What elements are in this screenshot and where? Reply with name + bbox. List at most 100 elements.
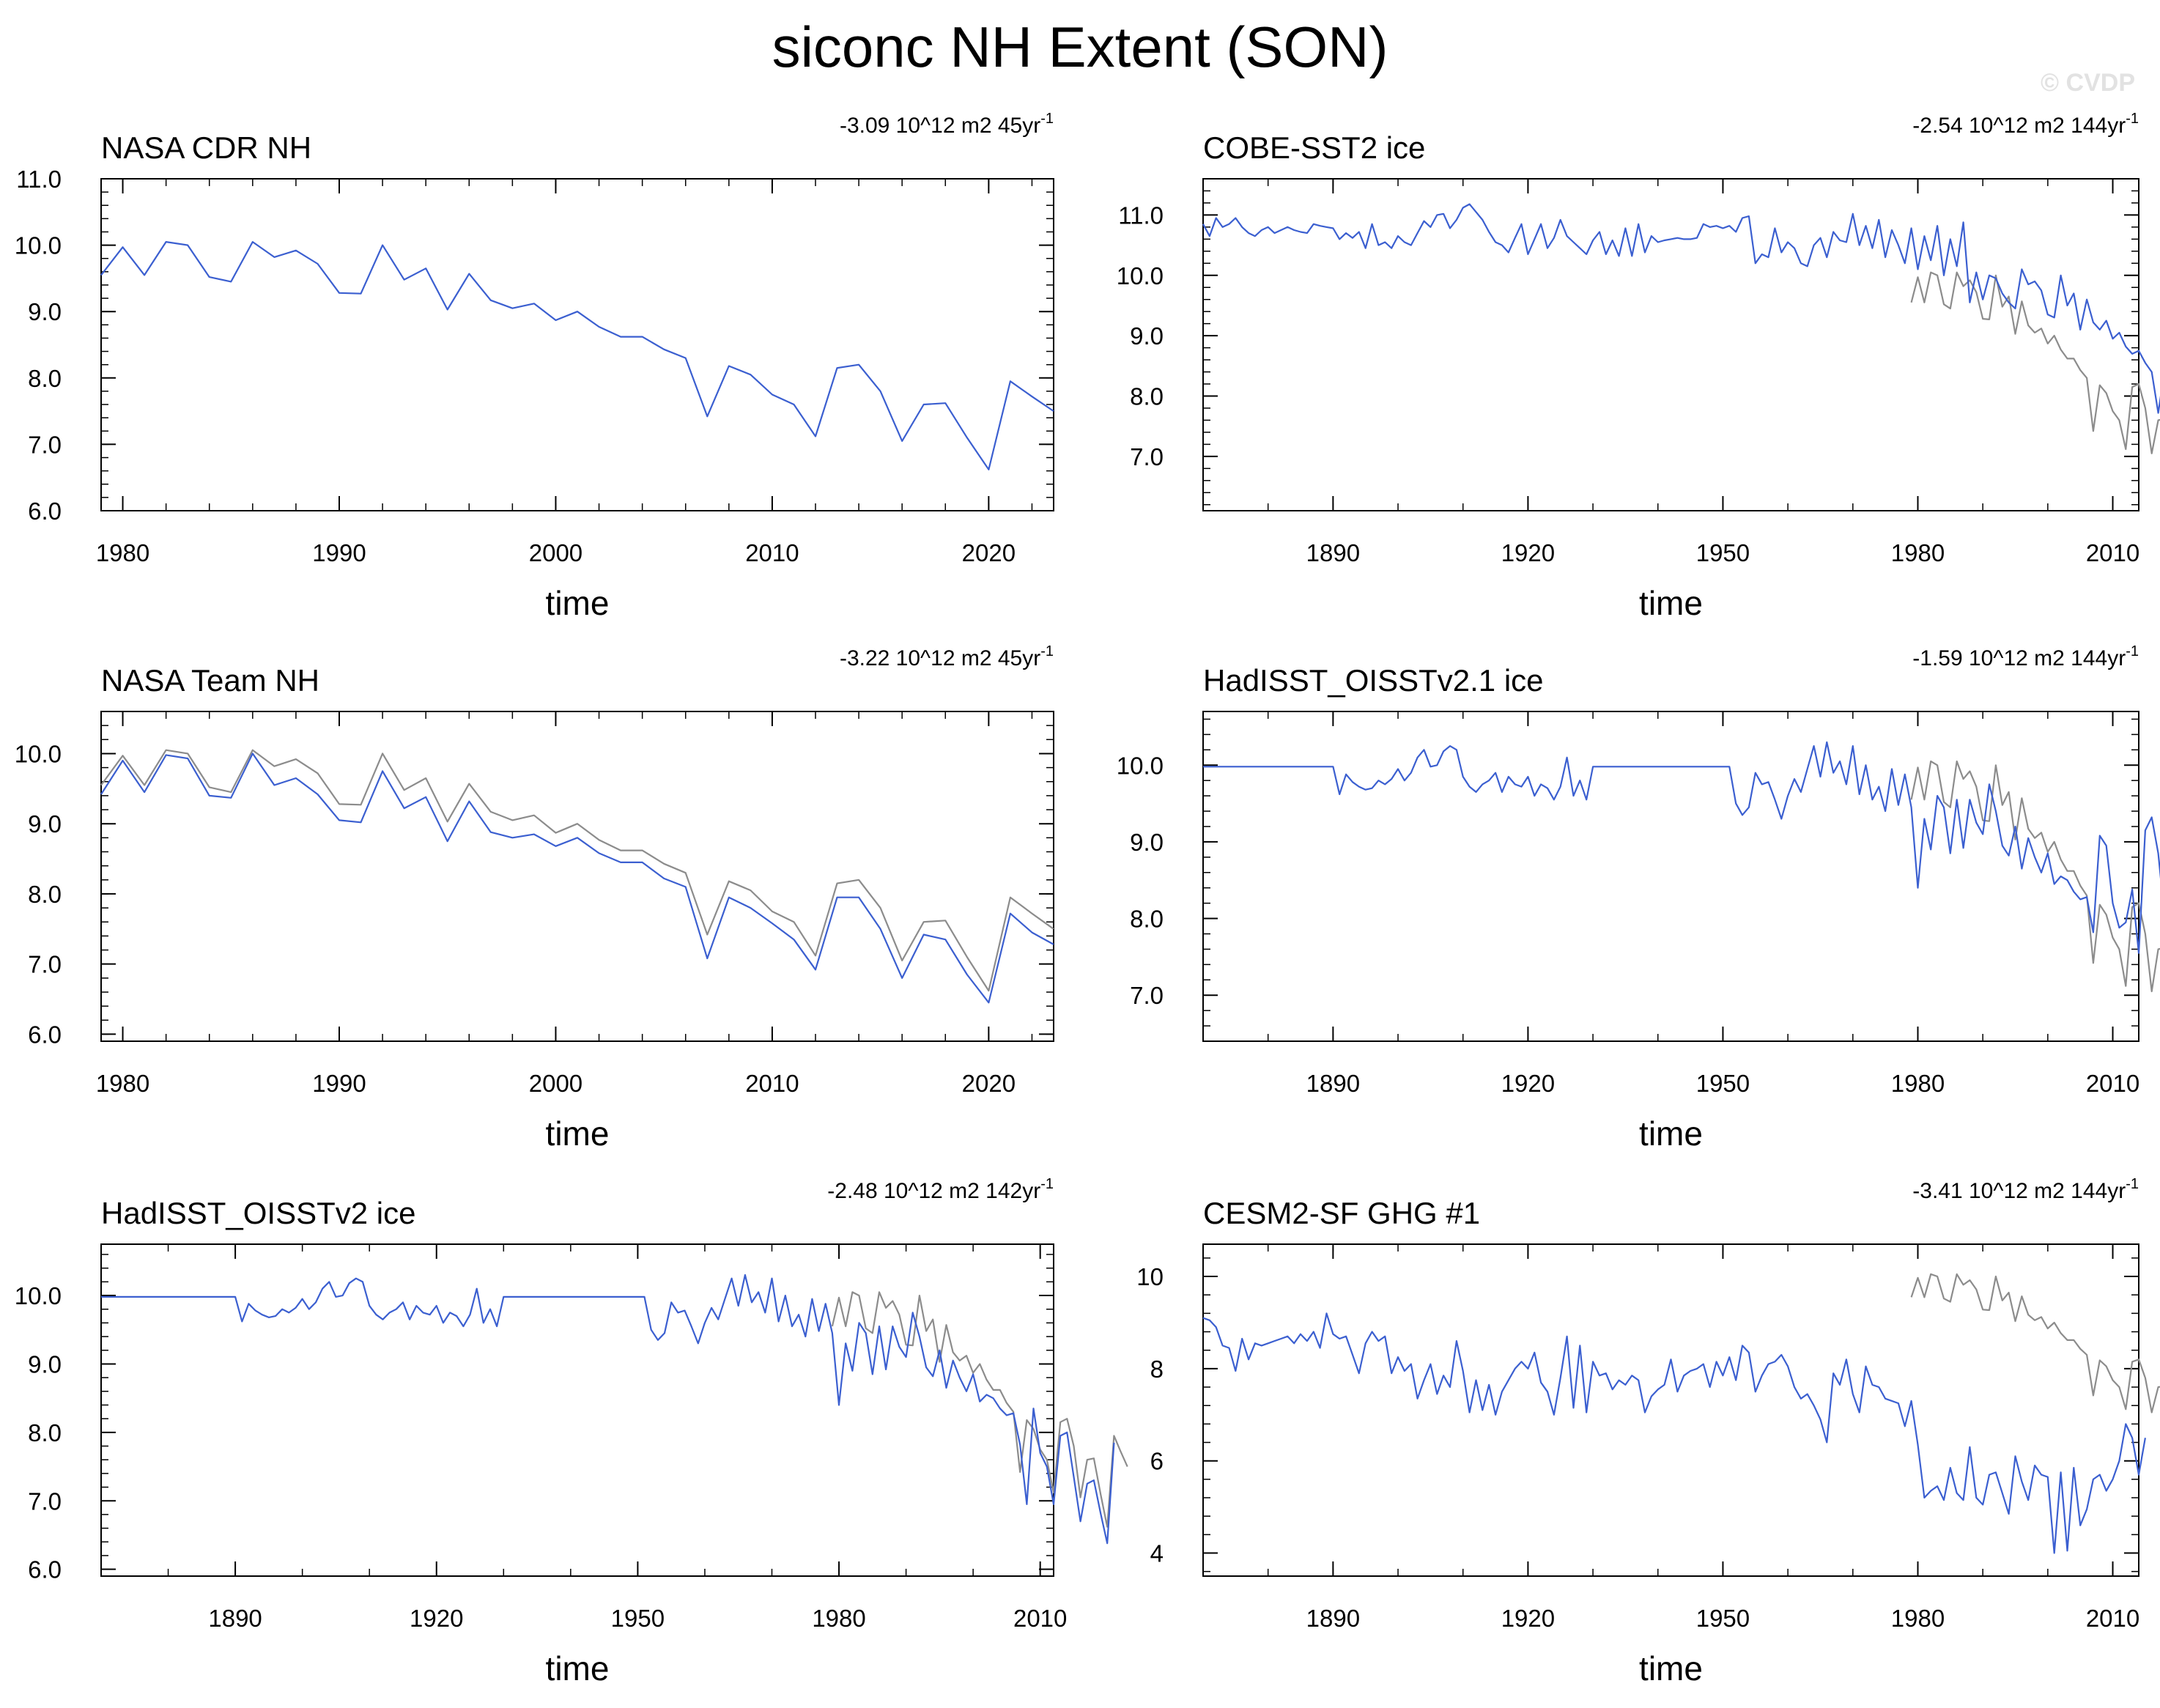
trend-exponent: -1	[2126, 643, 2139, 659]
watermark: © CVDP	[2041, 69, 2135, 97]
panel-title: NASA CDR NH	[101, 130, 311, 165]
x-tick-label: 1890	[208, 1605, 262, 1632]
series-line-primary	[1202, 1312, 2146, 1554]
y-tick-label: 8.0	[28, 365, 62, 392]
x-tick-label: 1890	[1306, 1605, 1360, 1632]
y-tick-label: 9.0	[28, 810, 62, 838]
y-tick-label: 11.0	[1118, 202, 1164, 229]
trend-exponent: -1	[2126, 111, 2139, 127]
page-title: siconc NH Extent (SON)	[772, 15, 1388, 79]
y-tick-label: 8	[1150, 1356, 1164, 1383]
plot-frame	[100, 711, 1054, 1042]
x-axis-label: time	[546, 1114, 610, 1153]
y-tick-label: 6.0	[28, 1556, 62, 1583]
x-tick-label: 1980	[1891, 539, 1945, 566]
trend-exponent: -1	[2126, 1176, 2139, 1192]
chart-panel-6: 1890 1920 1950 1980 2010 4 6 8 10 CESM2-SF GHG #1…	[1136, 1176, 2160, 1687]
trend-label: -3.22 10^12 m2 45yr-1	[840, 643, 1054, 670]
series-line-primary	[100, 241, 1054, 470]
x-tick-label: 1950	[1696, 539, 1750, 566]
panel-title: HadISST_OISSTv2 ice	[101, 1196, 416, 1230]
x-tick-label: 2010	[2086, 1070, 2139, 1097]
trend-exponent: -1	[1040, 643, 1054, 659]
y-tick-label: 7.0	[1130, 982, 1164, 1009]
x-tick-label: 1920	[1501, 1070, 1555, 1097]
plot-frame	[1202, 1243, 2139, 1577]
x-tick-label: 1920	[1501, 539, 1555, 566]
y-tick-label: 6.0	[28, 498, 62, 525]
y-tick-label: 6.0	[28, 1021, 62, 1048]
y-tick-label: 10.0	[15, 232, 62, 259]
trend-label: -3.09 10^12 m2 45yr-1	[840, 111, 1054, 138]
series-line-primary	[1203, 741, 2160, 954]
y-tick-label: 10	[1136, 1263, 1164, 1290]
series-line-reference	[1910, 1273, 2160, 1413]
series-line-reference	[1910, 760, 2160, 993]
y-tick-label: 9.0	[1130, 829, 1164, 856]
y-tick-label: 8.0	[1130, 906, 1164, 933]
y-tick-label: 9.0	[28, 1350, 62, 1378]
x-tick-label: 1990	[312, 539, 366, 566]
y-tick-label: 8.0	[28, 1419, 62, 1446]
x-axis-label: time	[546, 584, 610, 622]
trend-label: -1.59 10^12 m2 144yr-1	[1912, 643, 2139, 670]
y-tick-label: 7.0	[28, 1487, 62, 1515]
x-tick-label: 1980	[1891, 1605, 1945, 1632]
x-tick-label: 2000	[529, 539, 582, 566]
chart-panel-1: 1980 1990 2000 2010 2020 6.0 7.0 8.0 9.0 10.0 11.0…	[15, 111, 1054, 622]
chart-panel-2: 1890 1920 1950 1980 2010 7.0 8.0 9.0 10.0 11.0 COB…	[1117, 111, 2160, 622]
x-tick-label: 2010	[745, 1070, 799, 1097]
x-tick-label: 1890	[1306, 1070, 1360, 1097]
y-tick-label: 8.0	[1130, 383, 1164, 410]
x-tick-label: 1980	[812, 1605, 865, 1632]
chart-panel-3: 1980 1990 2000 2010 2020 6.0 7.0 8.0 9.0 10.0 NASA…	[15, 643, 1054, 1153]
panel-title: CESM2-SF GHG #1	[1203, 1196, 1480, 1230]
x-tick-label: 2010	[1013, 1605, 1067, 1632]
panel-title: HadISST_OISSTv2.1 ice	[1203, 663, 1544, 698]
y-tick-label: 10.0	[1117, 262, 1164, 289]
x-tick-label: 1980	[96, 1070, 149, 1097]
x-tick-label: 2010	[745, 539, 799, 566]
y-tick-label: 11.0	[16, 166, 62, 193]
trend-exponent: -1	[1040, 1176, 1054, 1192]
y-tick-label: 10.0	[15, 740, 62, 767]
series-line-primary	[101, 1273, 1115, 1545]
trend-label: -2.54 10^12 m2 144yr-1	[1912, 111, 2139, 138]
y-tick-label: 10.0	[15, 1282, 62, 1309]
y-tick-label: 7.0	[28, 951, 62, 978]
panel-title: NASA Team NH	[101, 663, 319, 698]
y-tick-label: 10.0	[1117, 752, 1164, 779]
x-axis-label: time	[546, 1649, 610, 1687]
panel-title: COBE-SST2 ice	[1203, 130, 1425, 165]
x-tick-label: 1950	[1696, 1070, 1750, 1097]
x-tick-label: 1980	[96, 539, 149, 566]
series-line-reference	[1910, 271, 2160, 454]
trend-value: -2.48 10^12 m2 142yr	[827, 1179, 1040, 1203]
plot-frame	[100, 1243, 1054, 1577]
plot-frame	[100, 178, 1054, 511]
x-tick-label: 2010	[2086, 1605, 2139, 1632]
trend-label: -2.48 10^12 m2 142yr-1	[827, 1176, 1054, 1203]
y-tick-label: 8.0	[28, 881, 62, 908]
trend-label: -3.41 10^12 m2 144yr-1	[1912, 1176, 2139, 1203]
trend-value: -3.09 10^12 m2 45yr	[840, 114, 1040, 138]
x-tick-label: 2020	[962, 539, 1016, 566]
series-line-primary	[100, 753, 1054, 1004]
x-axis-label: time	[1639, 584, 1703, 622]
x-axis-label: time	[1639, 1649, 1703, 1687]
x-axis-label: time	[1639, 1114, 1703, 1153]
x-tick-label: 2010	[2086, 539, 2139, 566]
x-tick-label: 1950	[611, 1605, 665, 1632]
trend-value: -2.54 10^12 m2 144yr	[1912, 114, 2126, 138]
y-tick-label: 6	[1150, 1448, 1164, 1475]
y-tick-label: 9.0	[1130, 322, 1164, 350]
plot-frame	[1202, 178, 2139, 511]
y-tick-label: 7.0	[28, 431, 62, 458]
x-tick-label: 2020	[962, 1070, 1016, 1097]
x-tick-label: 1990	[312, 1070, 366, 1097]
y-tick-label: 7.0	[1130, 443, 1164, 470]
series-line-primary	[1202, 203, 2160, 414]
x-tick-label: 1980	[1891, 1070, 1945, 1097]
trend-exponent: -1	[1040, 111, 1054, 127]
